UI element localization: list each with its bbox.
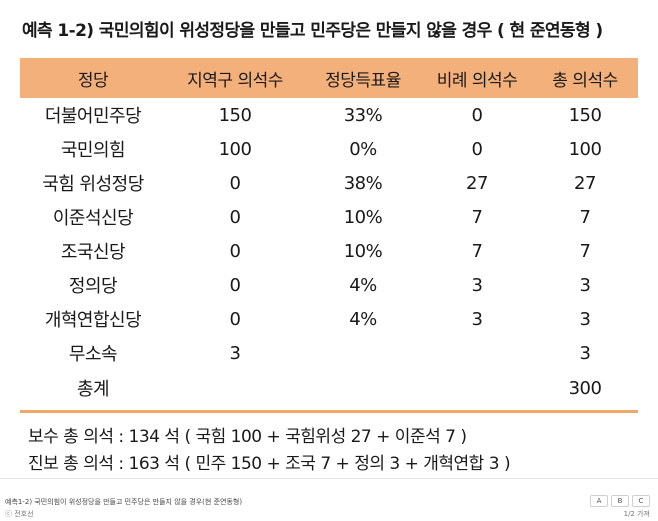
cell-vote-share: 33% xyxy=(343,104,383,126)
cell-district-seats: 0 xyxy=(229,274,241,296)
cell-district-seats: 100 xyxy=(218,138,252,160)
caption-tools: A B C xyxy=(590,495,650,507)
table-row: 국힘 위성정당 0 38% 27 27 xyxy=(20,166,638,200)
table-row: 국민의힘 100 0% 0 100 xyxy=(20,132,638,166)
cell-total-seats: 100 xyxy=(568,138,602,160)
cell-party: 국힘 위성정당 xyxy=(42,174,144,195)
cell-vote-share: 4% xyxy=(349,274,377,296)
cell-vote-share: 4% xyxy=(349,308,377,330)
table-body: 더불어민주당 150 33% 0 150 국민의힘 100 0% 0 100 국힘 위성정당 0 38%… xyxy=(20,98,638,406)
cell-pr-seats: 0 xyxy=(471,138,483,160)
column-header-vote-share: 정당득표율 xyxy=(304,58,422,98)
page-title: 예측 1-2) 국민의힘이 위성정당을 만들고 민주당은 만들지 않을 경우 (… xyxy=(22,21,603,41)
seat-table: 정당 지역구 의석수 정당득표율 비례 의석수 총 의석수 더불어민주당 150 3… xyxy=(20,58,638,406)
column-header-party: 정당 xyxy=(20,58,166,98)
cell-party: 정의당 xyxy=(68,276,118,297)
cell-total-seats: 7 xyxy=(579,240,591,262)
table-row: 총계 300 xyxy=(20,370,638,406)
cell-total-seats: 3 xyxy=(579,342,591,364)
caption-tool-button[interactable]: B xyxy=(611,495,629,507)
cell-pr-seats: 0 xyxy=(471,104,483,126)
conservative-summary: 보수 총 의석 : 134 석 ( 국힘 100 + 국힘위성 27 + 이준석… xyxy=(28,427,467,447)
cell-total-seats: 3 xyxy=(579,274,591,296)
cell-pr-seats xyxy=(422,336,532,370)
column-header-total-seats: 총 의석수 xyxy=(532,58,638,98)
table-bottom-rule xyxy=(20,410,638,413)
caption-tool-button[interactable]: A xyxy=(590,495,608,507)
table-header-row: 정당 지역구 의석수 정당득표율 비례 의석수 총 의석수 xyxy=(20,58,638,98)
cell-total-seats: 300 xyxy=(568,377,602,399)
table-row: 정의당 0 4% 3 3 xyxy=(20,268,638,302)
zoom-note: 1/2 가져 xyxy=(623,510,650,518)
cell-vote-share: 38% xyxy=(343,172,383,194)
cell-total-seats: 27 xyxy=(574,172,596,194)
cell-district-seats: 0 xyxy=(229,172,241,194)
cell-party: 개혁연합신당 xyxy=(44,310,142,331)
cell-total-seats: 3 xyxy=(579,308,591,330)
cell-vote-share: 0% xyxy=(349,138,377,160)
cell-pr-seats: 27 xyxy=(466,172,488,194)
cell-party: 총계 xyxy=(76,379,110,400)
cell-district-seats: 0 xyxy=(229,206,241,228)
table-row: 조국신당 0 10% 7 7 xyxy=(20,234,638,268)
column-header-district-seats: 지역구 의석수 xyxy=(166,58,304,98)
cell-party: 이준석신당 xyxy=(52,208,134,229)
cell-vote-share: 10% xyxy=(343,206,383,228)
table-row: 개혁연합신당 0 4% 3 3 xyxy=(20,302,638,336)
cell-total-seats: 7 xyxy=(579,206,591,228)
image-credit: ⓒ 전호선 xyxy=(5,510,34,518)
cell-vote-share xyxy=(304,336,422,370)
cell-party: 더불어민주당 xyxy=(44,106,142,127)
cell-district-seats: 150 xyxy=(218,104,252,126)
cell-pr-seats: 3 xyxy=(471,308,483,330)
cell-party: 국민의힘 xyxy=(60,140,126,161)
caption-tool-button[interactable]: C xyxy=(632,495,650,507)
table-row: 더불어민주당 150 33% 0 150 xyxy=(20,98,638,132)
cell-total-seats: 150 xyxy=(568,104,602,126)
cell-district-seats: 0 xyxy=(229,308,241,330)
cell-pr-seats: 3 xyxy=(471,274,483,296)
column-header-pr-seats: 비례 의석수 xyxy=(422,58,532,98)
cell-party: 조국신당 xyxy=(60,242,126,263)
progressive-summary: 진보 총 의석 : 163 석 ( 민주 150 + 조국 7 + 정의 3 +… xyxy=(28,454,511,474)
cell-pr-seats: 7 xyxy=(471,206,483,228)
cell-pr-seats xyxy=(422,370,532,406)
cell-district-seats xyxy=(166,370,304,406)
cell-district-seats: 3 xyxy=(229,342,241,364)
cell-pr-seats: 7 xyxy=(471,240,483,262)
cell-vote-share xyxy=(304,370,422,406)
image-caption: 예측1-2) 국민의힘이 위성정당을 만들고 민주당은 만들지 않을 경우(현 … xyxy=(5,498,243,506)
table-row: 이준석신당 0 10% 7 7 xyxy=(20,200,638,234)
cell-party: 무소속 xyxy=(68,344,118,365)
cell-district-seats: 0 xyxy=(229,240,241,262)
image-caption-bar: 예측1-2) 국민의힘이 위성정당을 만들고 민주당은 만들지 않을 경우(현 … xyxy=(0,478,658,521)
table-row: 무소속 3 3 xyxy=(20,336,638,370)
cell-vote-share: 10% xyxy=(343,240,383,262)
